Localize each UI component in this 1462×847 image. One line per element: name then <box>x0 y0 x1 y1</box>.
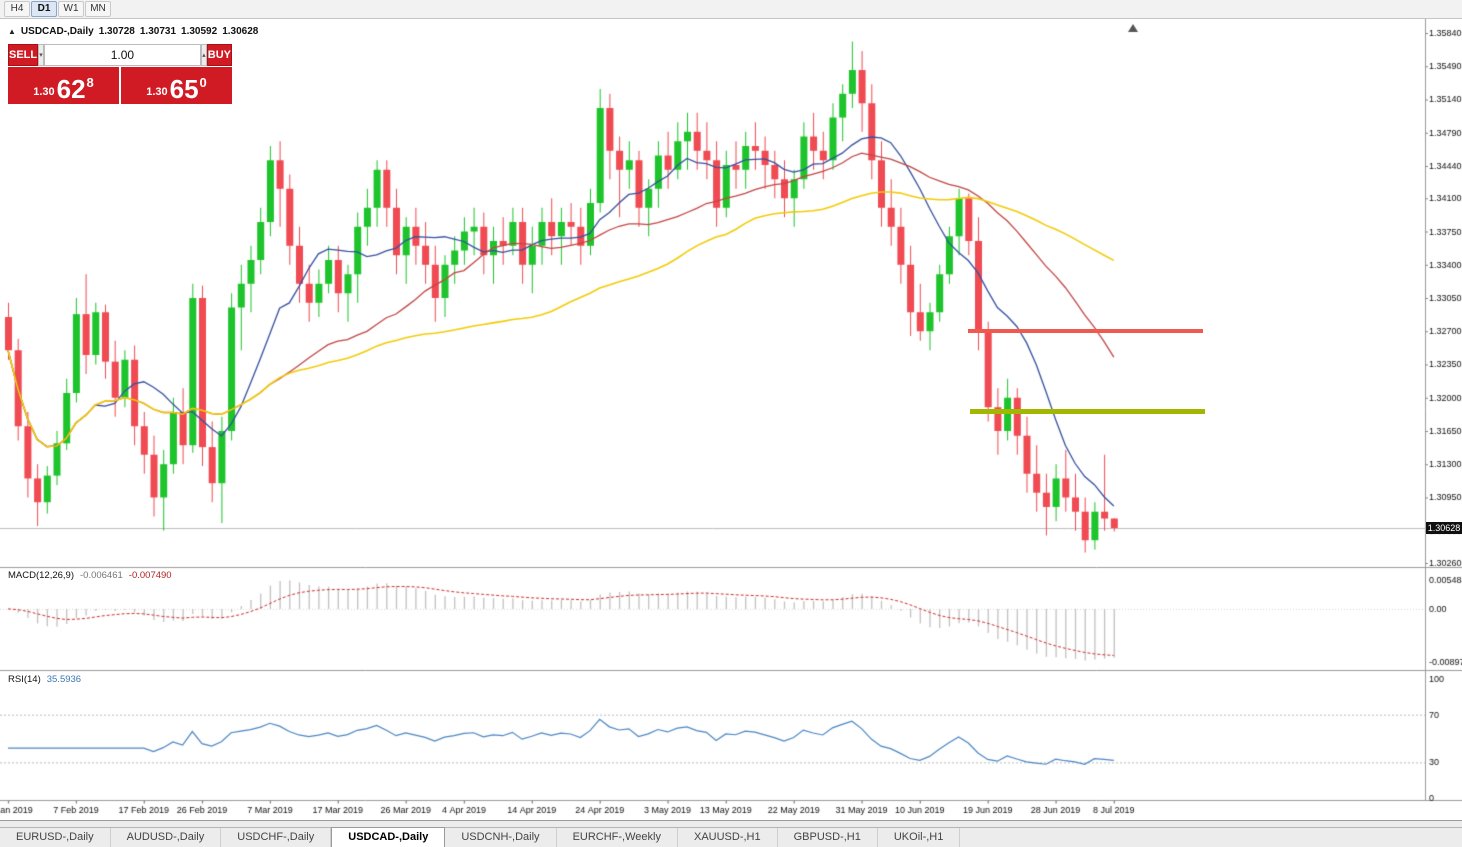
support-line[interactable] <box>970 409 1205 414</box>
rsi-label: RSI(14) <box>8 674 41 685</box>
rsi-indicator-title: RSI(14) 35.5936 <box>8 674 81 685</box>
timeframe-button-d1[interactable]: D1 <box>31 1 57 17</box>
ohlc-close: 1.30628 <box>222 26 258 37</box>
buy-price-prefix: 1.30 <box>146 85 167 100</box>
chart-tab-usdcnh[interactable]: USDCNH-,Daily <box>445 828 556 847</box>
chart-tab-eurchf[interactable]: EURCHF-,Weekly <box>557 828 678 847</box>
sell-price-big: 62 <box>57 78 86 100</box>
trade-panel-toggle-icon[interactable]: ▲ <box>8 27 16 36</box>
chart-tab-gbpusd[interactable]: GBPUSD-,H1 <box>778 828 878 847</box>
volume-input[interactable] <box>44 44 201 66</box>
chart-tabs-bar: EURUSD-,DailyAUDUSD-,DailyUSDCHF-,DailyU… <box>0 827 1462 847</box>
sell-price-sup: 8 <box>87 75 94 90</box>
buy-price-box[interactable]: 1.30 65 0 <box>121 67 232 104</box>
macd-label: MACD(12,26,9) <box>8 570 74 581</box>
chart-tab-usdchf[interactable]: USDCHF-,Daily <box>221 828 331 847</box>
buy-button[interactable]: BUY <box>207 44 232 66</box>
chart-title: ▲ USDCAD-,Daily 1.30728 1.30731 1.30592 … <box>8 26 258 37</box>
buy-price-sup: 0 <box>200 75 207 90</box>
rsi-value: 35.5936 <box>47 674 81 685</box>
chart-tab-usdcad[interactable]: USDCAD-,Daily <box>331 827 445 847</box>
timeframe-button-mn[interactable]: MN <box>85 1 111 17</box>
chart-tab-eurusd[interactable]: EURUSD-,Daily <box>0 828 111 847</box>
timeframe-toolbar: H4D1W1MN <box>0 0 1462 19</box>
timeframe-button-w1[interactable]: W1 <box>58 1 84 17</box>
timeframe-button-h4[interactable]: H4 <box>4 1 30 17</box>
sell-price-prefix: 1.30 <box>33 85 54 100</box>
buy-price-big: 65 <box>170 78 199 100</box>
macd-main-value: -0.006461 <box>80 570 123 581</box>
ohlc-open: 1.30728 <box>99 26 135 37</box>
chart-tab-xauusd[interactable]: XAUUSD-,H1 <box>678 828 778 847</box>
sell-button[interactable]: SELL <box>8 44 38 66</box>
chart-symbol-label: USDCAD-,Daily <box>21 26 94 37</box>
main-chart-canvas[interactable] <box>0 19 1462 820</box>
chart-tab-ukoil[interactable]: UKOil-,H1 <box>878 828 961 847</box>
status-strip <box>0 820 1462 827</box>
current-price-tag: 1.30628 <box>1426 522 1462 534</box>
one-click-trading-panel: SELL ▾ ▴ BUY 1.30 62 8 1.30 65 0 <box>8 44 232 104</box>
chart-tab-audusd[interactable]: AUDUSD-,Daily <box>111 828 222 847</box>
macd-indicator-title: MACD(12,26,9) -0.006461 -0.007490 <box>8 570 172 581</box>
ohlc-low: 1.30592 <box>181 26 217 37</box>
ohlc-high: 1.30731 <box>140 26 176 37</box>
macd-signal-value: -0.007490 <box>129 570 172 581</box>
sell-price-box[interactable]: 1.30 62 8 <box>8 67 119 104</box>
resistance-line[interactable] <box>968 329 1203 333</box>
